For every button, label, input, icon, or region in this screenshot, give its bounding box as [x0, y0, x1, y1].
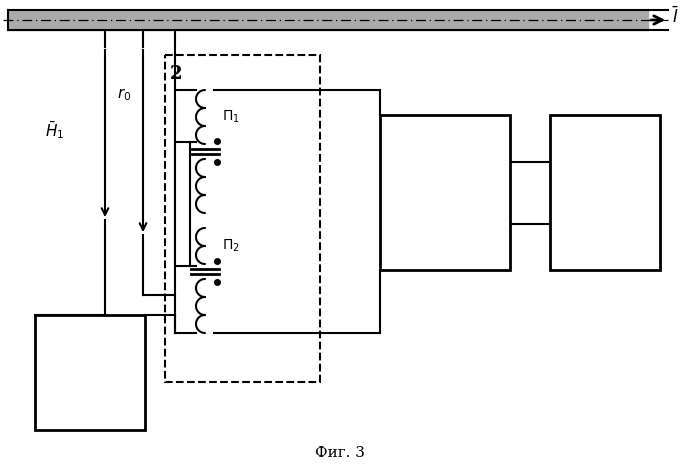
- Bar: [165, 55, 320, 382]
- Text: 4: 4: [596, 179, 614, 206]
- Text: 2: 2: [170, 65, 182, 83]
- Text: $\bar{H}_1$: $\bar{H}_1$: [45, 119, 65, 141]
- Text: $\Pi_2$: $\Pi_2$: [222, 238, 240, 254]
- Bar: [380, 115, 510, 270]
- Text: $\Pi_1$: $\Pi_1$: [222, 109, 240, 125]
- Text: $\bar{I}$: $\bar{I}$: [672, 7, 679, 27]
- Bar: [550, 115, 660, 270]
- Text: 1: 1: [81, 359, 99, 386]
- Bar: [175, 142, 190, 266]
- Bar: [35, 315, 145, 430]
- Text: 3: 3: [436, 179, 454, 206]
- Text: $r_0$: $r_0$: [117, 87, 131, 103]
- Text: Фиг. 3: Фиг. 3: [315, 446, 365, 460]
